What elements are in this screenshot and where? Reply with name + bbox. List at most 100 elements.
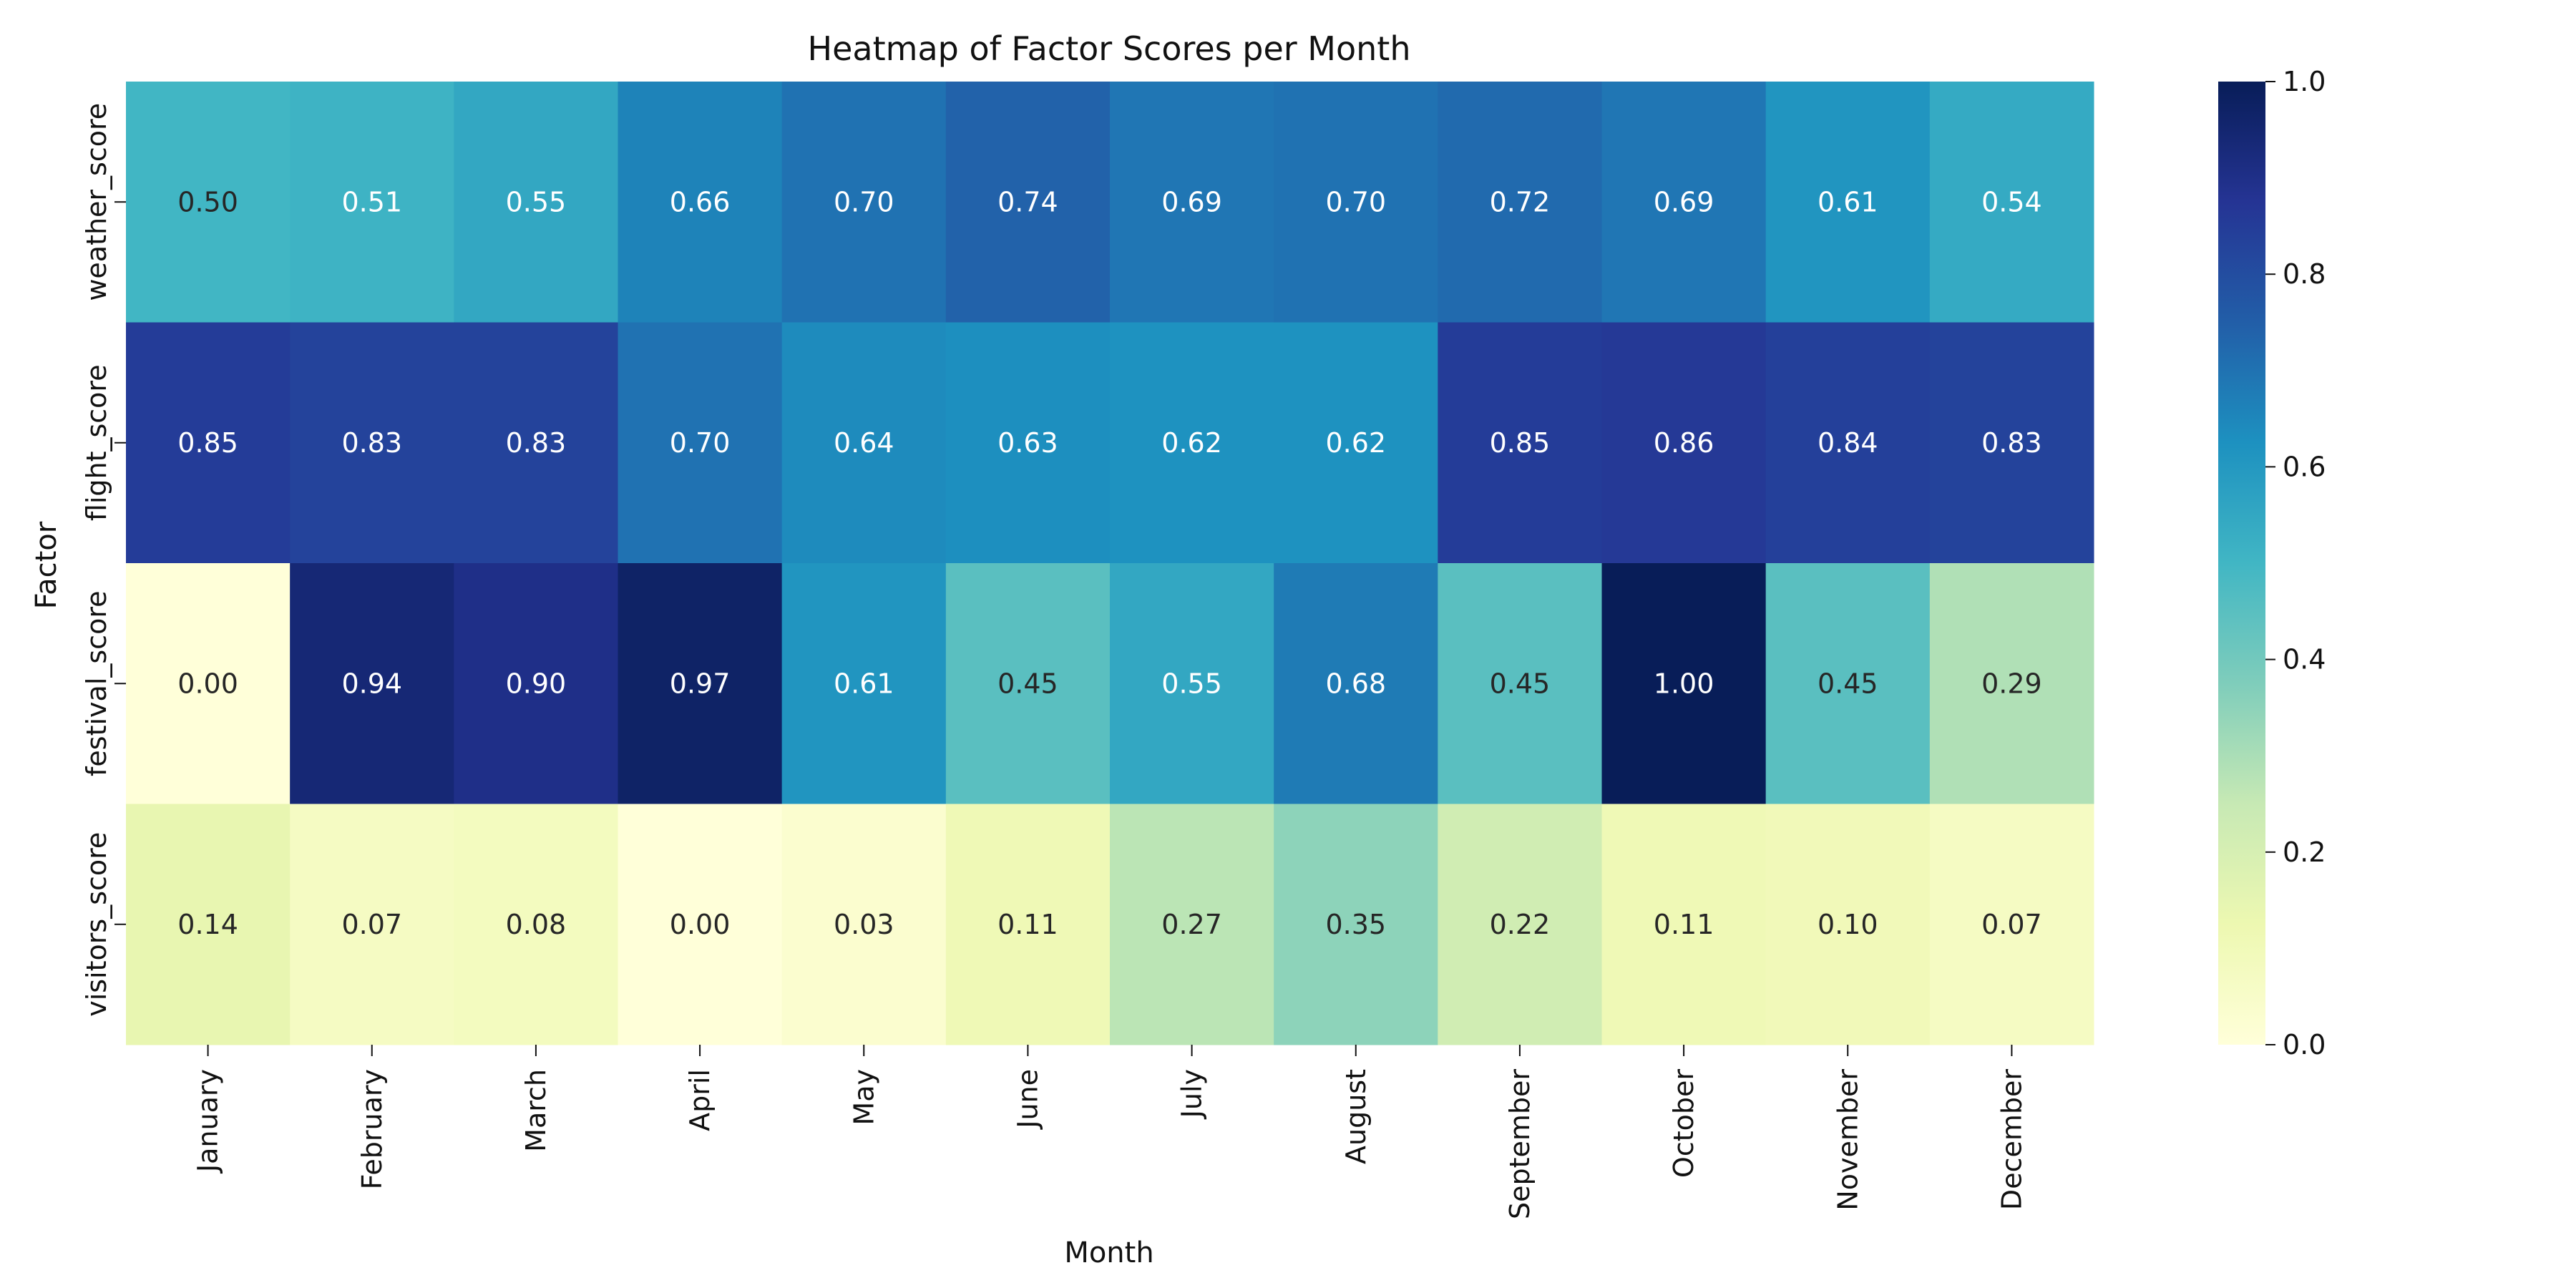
x-tick-label: October — [1668, 1069, 1699, 1178]
x-axis-label: Month — [1064, 1236, 1153, 1269]
x-tick-label: February — [356, 1069, 388, 1189]
cell-value-label: 0.86 — [1654, 427, 1714, 459]
cell-value-label: 0.66 — [670, 186, 731, 218]
heatmap-cell-weather_score-february — [290, 82, 454, 323]
heatmap-cell-festival_score-may — [781, 563, 947, 804]
heatmap-cell-weather_score-january — [126, 82, 291, 323]
y-tick-label: visitors_score — [81, 832, 112, 1017]
x-tick-label: May — [848, 1069, 879, 1126]
heatmap-cell-weather_score-april — [618, 82, 783, 323]
cell-value-label: 0.83 — [341, 427, 402, 459]
heatmap-cell-visitors_score-may — [781, 804, 947, 1045]
cell-value-label: 0.85 — [177, 427, 238, 459]
cell-value-label: 0.70 — [834, 186, 894, 218]
cell-value-label: 0.51 — [341, 186, 402, 218]
heatmap-cell-visitors_score-september — [1438, 804, 1602, 1045]
cell-value-label: 0.74 — [997, 186, 1058, 218]
heatmap-cell-flight_score-march — [454, 322, 618, 564]
heatmap-cell-visitors_score-april — [618, 804, 783, 1045]
heatmap-cells — [126, 82, 2094, 1045]
cell-value-label: 0.72 — [1490, 186, 1551, 218]
cell-value-label: 0.07 — [1981, 909, 2042, 940]
heatmap-cell-visitors_score-march — [454, 804, 618, 1045]
heatmap-cell-weather_score-november — [1765, 82, 1931, 323]
cell-value-label: 0.55 — [506, 186, 567, 218]
heatmap-cell-weather_score-july — [1110, 82, 1274, 323]
heatmap-cell-festival_score-june — [945, 563, 1111, 804]
heatmap-cell-visitors_score-october — [1601, 804, 1767, 1045]
cell-value-label: 0.14 — [177, 909, 238, 940]
cell-value-label: 0.50 — [177, 186, 238, 218]
heatmap-cell-flight_score-july — [1110, 322, 1274, 564]
cell-value-label: 0.10 — [1818, 909, 1878, 940]
cell-value-label: 0.83 — [1981, 427, 2042, 459]
colorbar-ticks: 0.0 0.2 0.4 0.6 0.8 1.0 — [2265, 66, 2326, 1060]
heatmap-cell-visitors_score-july — [1110, 804, 1274, 1045]
heatmap-cell-festival_score-september — [1438, 563, 1602, 804]
cell-value-label: 0.61 — [1818, 186, 1878, 218]
x-tick-label: September — [1504, 1069, 1536, 1219]
cell-value-label: 0.62 — [1161, 427, 1222, 459]
heatmap-cell-flight_score-april — [618, 322, 783, 564]
heatmap-cell-weather_score-december — [1929, 82, 2094, 323]
cell-value-label: 0.84 — [1818, 427, 1878, 459]
heatmap-cell-weather_score-june — [945, 82, 1111, 323]
heatmap-cell-flight_score-august — [1274, 322, 1438, 564]
cell-value-label: 0.69 — [1161, 186, 1222, 218]
heatmap-cell-flight_score-december — [1929, 322, 2094, 564]
heatmap-cell-flight_score-january — [126, 322, 291, 564]
colorbar-tick-label: 0.8 — [2283, 258, 2326, 290]
heatmap-cell-festival_score-july — [1110, 563, 1274, 804]
cell-value-label: 0.03 — [834, 909, 894, 940]
heatmap-cell-flight_score-november — [1765, 322, 1931, 564]
colorbar-tick-label: 1.0 — [2283, 66, 2326, 97]
x-axis-ticks: January February March April May June July Augu… — [192, 1045, 2027, 1219]
heatmap-cell-festival_score-august — [1274, 563, 1438, 804]
heatmap-cell-weather_score-may — [781, 82, 947, 323]
chart-title: Heatmap of Factor Scores per Month — [808, 29, 1411, 68]
heatmap-cell-visitors_score-november — [1765, 804, 1931, 1045]
cell-value-label: 1.00 — [1654, 668, 1714, 699]
cell-value-label: 0.94 — [341, 668, 402, 699]
heatmap-cell-festival_score-october — [1601, 563, 1767, 804]
y-tick-label: flight_score — [81, 364, 112, 521]
cell-value-label: 0.11 — [1654, 909, 1714, 940]
heatmap-cell-weather_score-march — [454, 82, 618, 323]
cell-value-label: 0.83 — [506, 427, 567, 459]
cell-value-label: 0.11 — [997, 909, 1058, 940]
heatmap-cell-flight_score-october — [1601, 322, 1767, 564]
cell-value-label: 0.22 — [1490, 909, 1551, 940]
cell-value-label: 0.70 — [670, 427, 731, 459]
x-tick-label: August — [1340, 1069, 1372, 1164]
cell-value-label: 0.61 — [834, 668, 894, 699]
cell-value-label: 0.90 — [506, 668, 567, 699]
y-tick-label: weather_score — [81, 103, 112, 301]
cell-value-label: 0.62 — [1325, 427, 1386, 459]
heatmap-cell-festival_score-january — [126, 563, 291, 804]
cell-value-label: 0.00 — [177, 668, 238, 699]
colorbar-tick-label: 0.4 — [2283, 644, 2326, 675]
cell-value-label: 0.64 — [834, 427, 894, 459]
heatmap-cell-festival_score-february — [290, 563, 454, 804]
heatmap-cell-visitors_score-august — [1274, 804, 1438, 1045]
x-tick-label: June — [1012, 1069, 1043, 1130]
heatmap-cell-festival_score-march — [454, 563, 618, 804]
x-tick-label: January — [192, 1069, 224, 1174]
heatmap-cell-festival_score-december — [1929, 563, 2094, 804]
cell-value-label: 0.27 — [1161, 909, 1222, 940]
y-axis-label: Factor — [30, 521, 63, 609]
heatmap-cell-flight_score-september — [1438, 322, 1602, 564]
y-axis-ticks: weather_score flight_score festival_scorev… — [81, 103, 126, 1017]
cell-value-label: 0.55 — [1161, 668, 1222, 699]
heatmap-cell-weather_score-october — [1601, 82, 1767, 323]
heatmap-cell-flight_score-june — [945, 322, 1111, 564]
cell-value-label: 0.97 — [670, 668, 731, 699]
heatmap-cell-flight_score-may — [781, 322, 947, 564]
cell-value-label: 0.08 — [506, 909, 567, 940]
heatmap-cell-visitors_score-december — [1929, 804, 2094, 1045]
heatmap-cell-weather_score-august — [1274, 82, 1438, 323]
heatmap-cell-labels: 0.50 0.51 0.55 0.66 0.70 0.74 0.69 0.70 0.72 0.69… — [177, 186, 2041, 940]
cell-value-label: 0.45 — [1818, 668, 1878, 699]
cell-value-label: 0.85 — [1490, 427, 1551, 459]
